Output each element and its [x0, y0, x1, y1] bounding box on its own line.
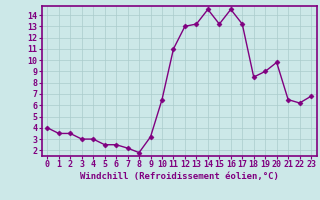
X-axis label: Windchill (Refroidissement éolien,°C): Windchill (Refroidissement éolien,°C)	[80, 172, 279, 181]
